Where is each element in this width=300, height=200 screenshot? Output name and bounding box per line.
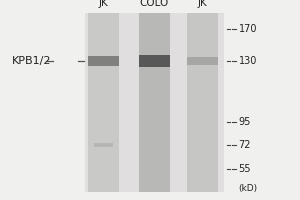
Bar [139, 55, 170, 66]
Text: 95: 95 [238, 117, 251, 127]
Text: (kD): (kD) [238, 184, 258, 194]
Text: JK: JK [99, 0, 108, 8]
Bar [94, 143, 113, 147]
Text: 55: 55 [238, 164, 251, 174]
Text: 72: 72 [238, 140, 251, 150]
Bar [88, 56, 119, 66]
Text: 170: 170 [238, 24, 257, 34]
Bar [88, 13, 119, 192]
Bar [139, 13, 170, 192]
Bar [85, 13, 224, 192]
Text: KPB1/2: KPB1/2 [12, 56, 52, 66]
Bar [187, 57, 218, 65]
Text: JK: JK [198, 0, 207, 8]
Text: 130: 130 [238, 56, 257, 66]
Text: COLO: COLO [140, 0, 169, 8]
Bar [187, 13, 218, 192]
